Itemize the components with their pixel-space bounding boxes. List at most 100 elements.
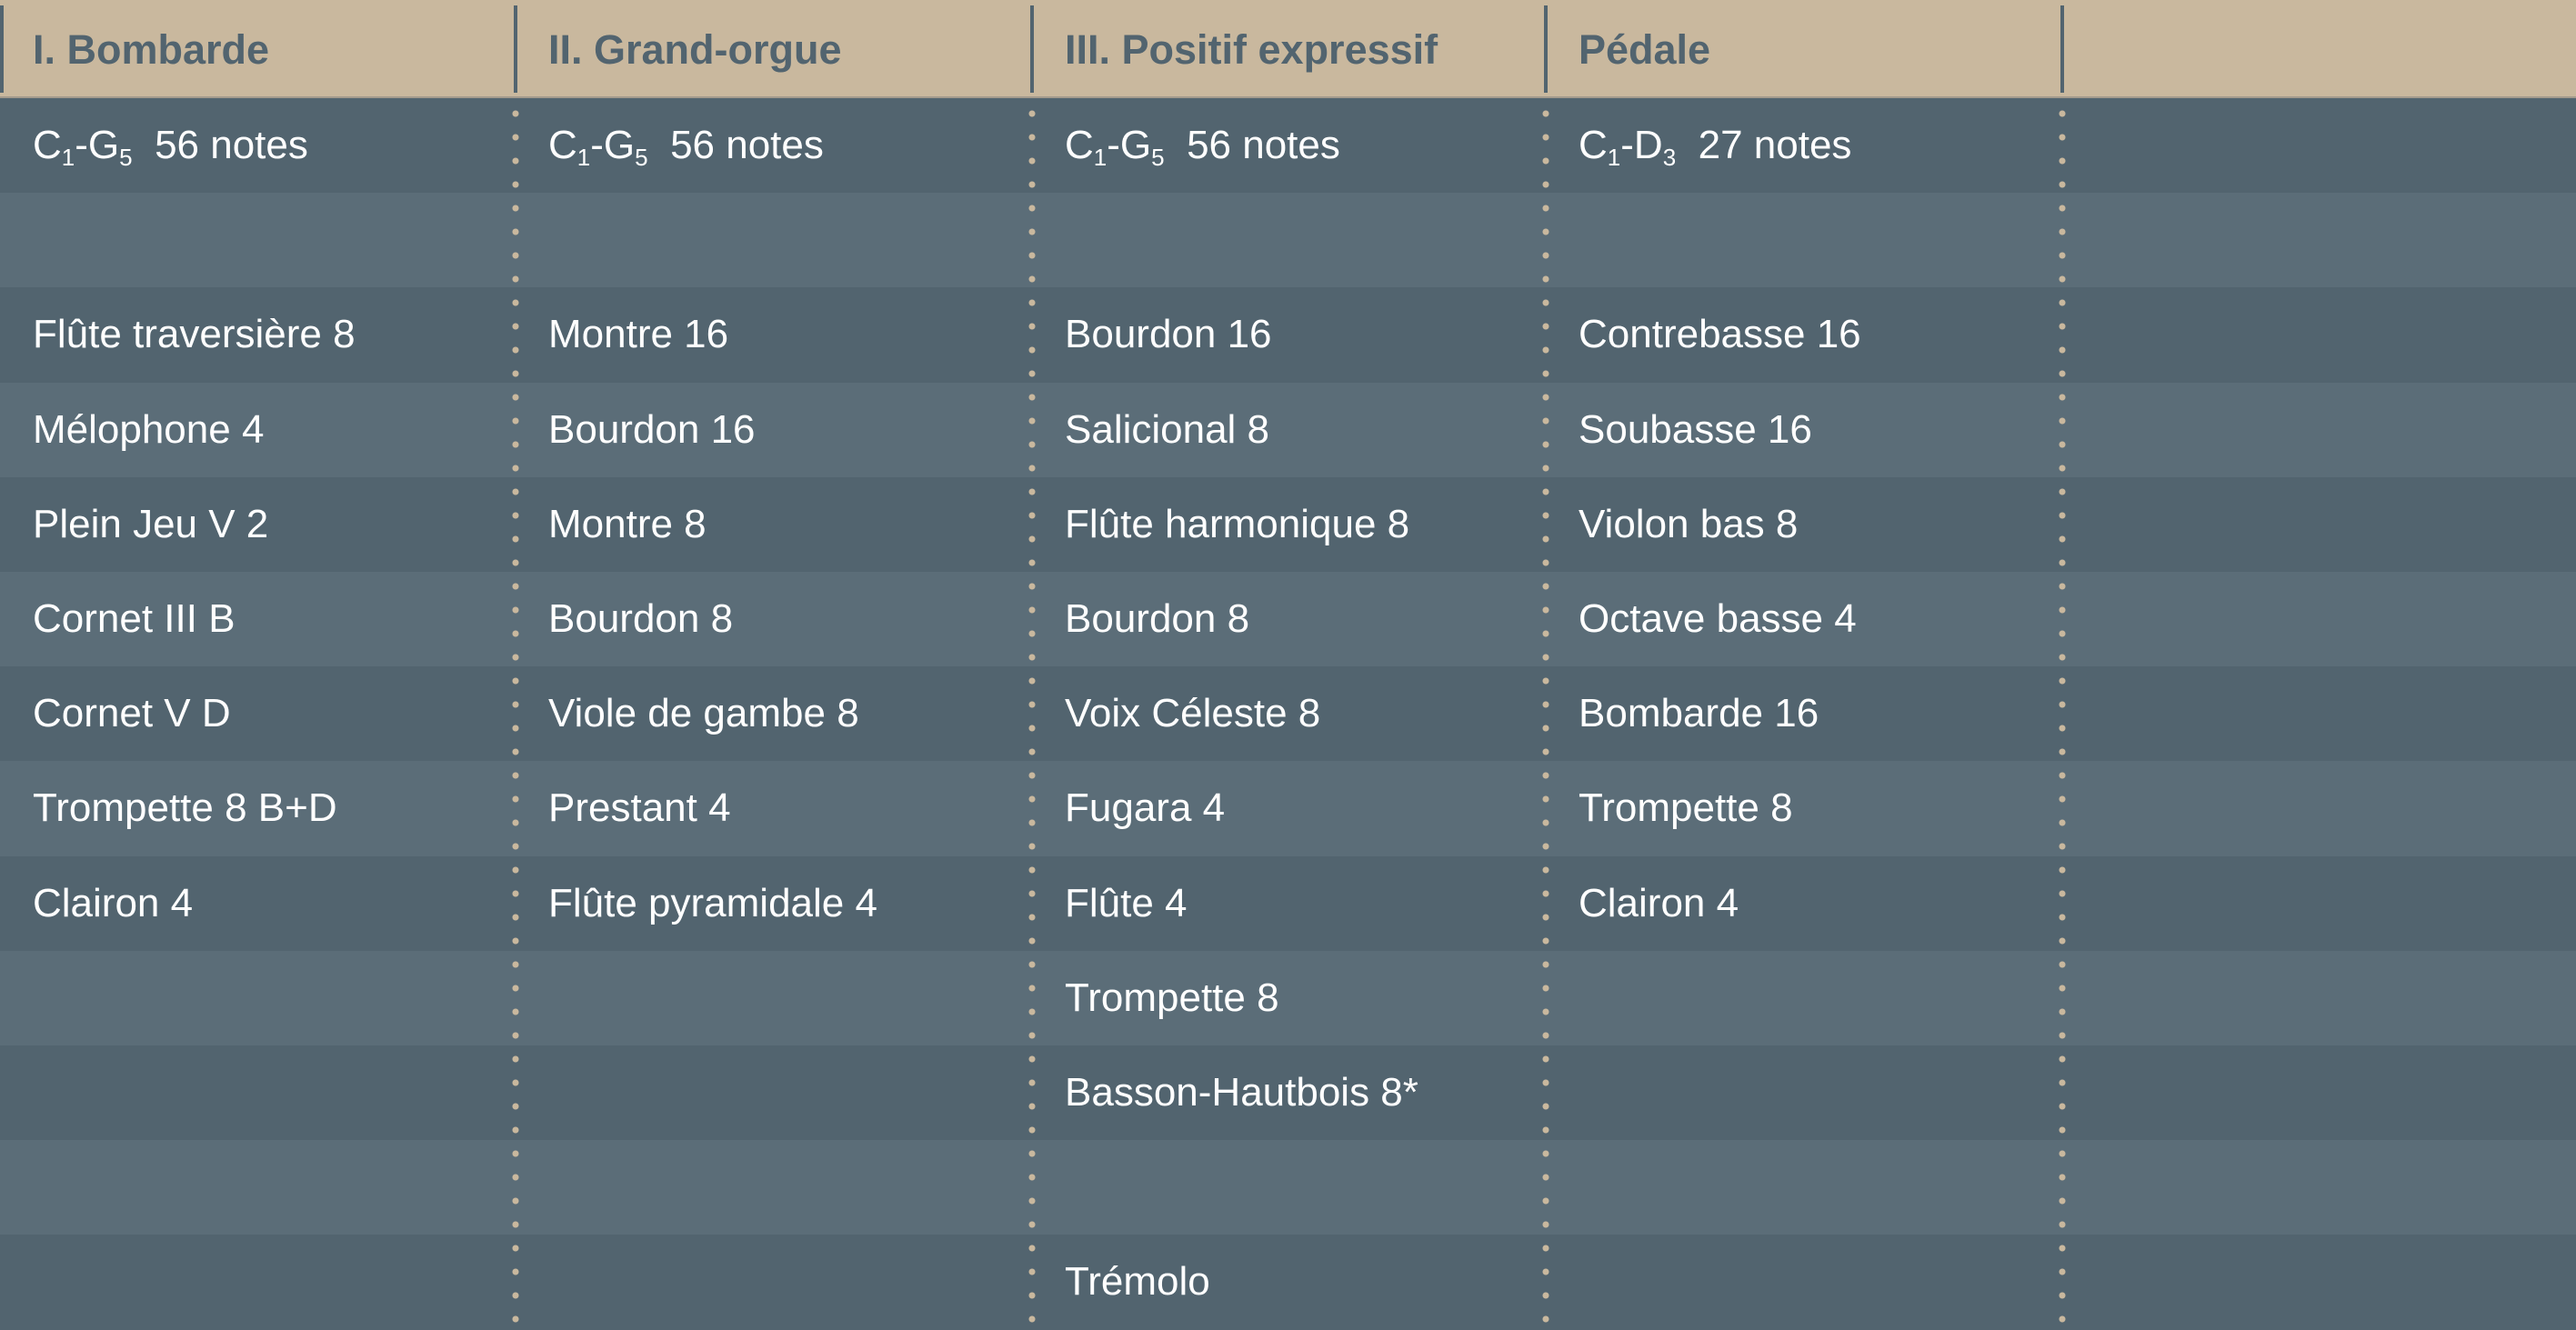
stop-cell: Flûte 4 [1065, 880, 1188, 925]
stop-cell [1546, 1140, 1579, 1235]
column-header: II. Grand-orgue [548, 26, 842, 73]
stop-cell: Clairon 4 [33, 880, 194, 925]
table-row: C1-G5 56 notes C1-G5 56 notes C1-G5 56 not… [0, 98, 2576, 194]
stop-cell: Bourdon 8 [1065, 596, 1250, 641]
table-row: Cornet V D Viole de gambe 8 Voix Céleste 8… [0, 666, 2576, 762]
stop-cell [516, 1235, 548, 1329]
compass-range [2062, 98, 2095, 193]
header-divider [1544, 5, 1548, 93]
stop-cell [0, 193, 33, 287]
range-end-octave: 5 [119, 144, 133, 171]
stop-cell [1546, 1045, 1579, 1140]
range-start: C [1579, 123, 1608, 167]
stop-cell [2062, 477, 2095, 572]
column-header: I. Bombarde [33, 26, 270, 73]
range-start: C [548, 123, 577, 167]
stop-cell: Flûte traversière 8 [33, 312, 356, 357]
range-end: G [1119, 123, 1152, 167]
stop-cell [2062, 666, 2095, 761]
range-end: G [87, 123, 120, 167]
stop-cell: Basson-Hautbois 8* [1065, 1070, 1418, 1115]
table-row: Plein Jeu V 2 Montre 8 Flûte harmonique 8 V… [0, 476, 2576, 572]
stop-cell [0, 1045, 33, 1140]
note-count: 56 notes [155, 123, 308, 167]
header-divider [2060, 5, 2064, 93]
stop-cell: Contrebasse 16 [1579, 312, 1861, 357]
range-end: G [603, 123, 636, 167]
header-divider [1030, 5, 1034, 93]
compass-range: C1-G5 56 notes [1065, 123, 1340, 171]
stop-cell: Violon bas 8 [1579, 501, 1799, 546]
compass-range: C1-D3 27 notes [1579, 123, 1852, 171]
table-row [0, 193, 2576, 288]
stop-cell [516, 1045, 548, 1140]
stop-cell: Soubasse 16 [1579, 406, 1812, 452]
stop-cell [0, 951, 33, 1045]
stop-cell [2062, 383, 2095, 477]
stop-cell: Voix Céleste 8 [1065, 691, 1321, 736]
stop-cell: Mélophone 4 [33, 406, 265, 452]
table-row: Trompette 8 [0, 950, 2576, 1045]
stop-cell: Cornet V D [33, 691, 231, 736]
stop-cell: Fugara 4 [1065, 785, 1226, 831]
stop-cell: Flûte harmonique 8 [1065, 501, 1410, 546]
stop-cell: Salicional 8 [1065, 406, 1270, 452]
stop-cell [2062, 287, 2095, 382]
table-row: Basson-Hautbois 8* [0, 1045, 2576, 1141]
note-count: 56 notes [1187, 123, 1340, 167]
column-header: Pédale [1579, 26, 1711, 73]
range-start: C [33, 123, 62, 167]
note-count: 27 notes [1698, 123, 1852, 167]
range-end-octave: 5 [1151, 144, 1165, 171]
stop-cell: Bourdon 16 [1065, 312, 1272, 357]
compass-range: C1-G5 56 notes [548, 123, 824, 171]
stop-cell: Trompette 8 [1579, 785, 1793, 831]
table-row: Mélophone 4 Bourdon 16 Salicional 8 Soubass… [0, 382, 2576, 477]
stop-cell [2062, 1235, 2095, 1329]
range-start-octave: 1 [576, 144, 591, 171]
stop-cell [1032, 193, 1065, 287]
stop-cell [2062, 572, 2095, 666]
compass-range: C1-G5 56 notes [33, 123, 308, 171]
stop-cell [2062, 951, 2095, 1045]
stop-cell: Octave basse 4 [1579, 596, 1857, 641]
dotted-column-divider [512, 102, 519, 1330]
dotted-column-divider [1028, 102, 1036, 1330]
table-row: Flûte traversière 8 Montre 16 Bourdon 16 Co… [0, 287, 2576, 383]
stop-cell: Flûte pyramidale 4 [548, 880, 877, 925]
stop-cell [2062, 1140, 2095, 1235]
stop-cell [516, 1140, 548, 1235]
stop-cell [0, 1235, 33, 1329]
stop-cell: Bourdon 8 [548, 596, 734, 641]
stop-cell: Plein Jeu V 2 [33, 501, 269, 546]
stop-cell: Clairon 4 [1579, 880, 1739, 925]
range-start: C [1065, 123, 1094, 167]
dotted-column-divider [1542, 102, 1549, 1330]
stop-cell: Montre 16 [548, 312, 729, 357]
stop-cell [516, 193, 548, 287]
dotted-column-divider [2059, 102, 2066, 1330]
stop-cell [1546, 193, 1579, 287]
stop-cell: Prestant 4 [548, 785, 731, 831]
stop-cell: Bombarde 16 [1579, 691, 1819, 736]
table-row [0, 1140, 2576, 1235]
table-header: I. Bombarde II. Grand-orgue III. Positif e… [0, 0, 2576, 98]
range-end-octave: 3 [1662, 144, 1677, 171]
header-divider [0, 5, 4, 93]
range-start-octave: 1 [1607, 144, 1621, 171]
stop-cell: Trémolo [1065, 1259, 1210, 1305]
range-start-octave: 1 [1093, 144, 1108, 171]
stop-cell: Trompette 8 B+D [33, 785, 337, 831]
stop-cell [0, 1140, 33, 1235]
stop-cell: Trompette 8 [1065, 975, 1279, 1020]
range-end-octave: 5 [635, 144, 648, 171]
stop-cell [1546, 1235, 1579, 1329]
range-start-octave: 1 [61, 144, 75, 171]
range-end: D [1633, 123, 1663, 167]
header-divider [514, 5, 517, 93]
stop-cell [1546, 951, 1579, 1045]
stop-cell [516, 951, 548, 1045]
stop-cell: Bourdon 16 [548, 406, 756, 452]
table-row: Trompette 8 B+D Prestant 4 Fugara 4 Trompet… [0, 761, 2576, 856]
stop-cell [2062, 856, 2095, 951]
